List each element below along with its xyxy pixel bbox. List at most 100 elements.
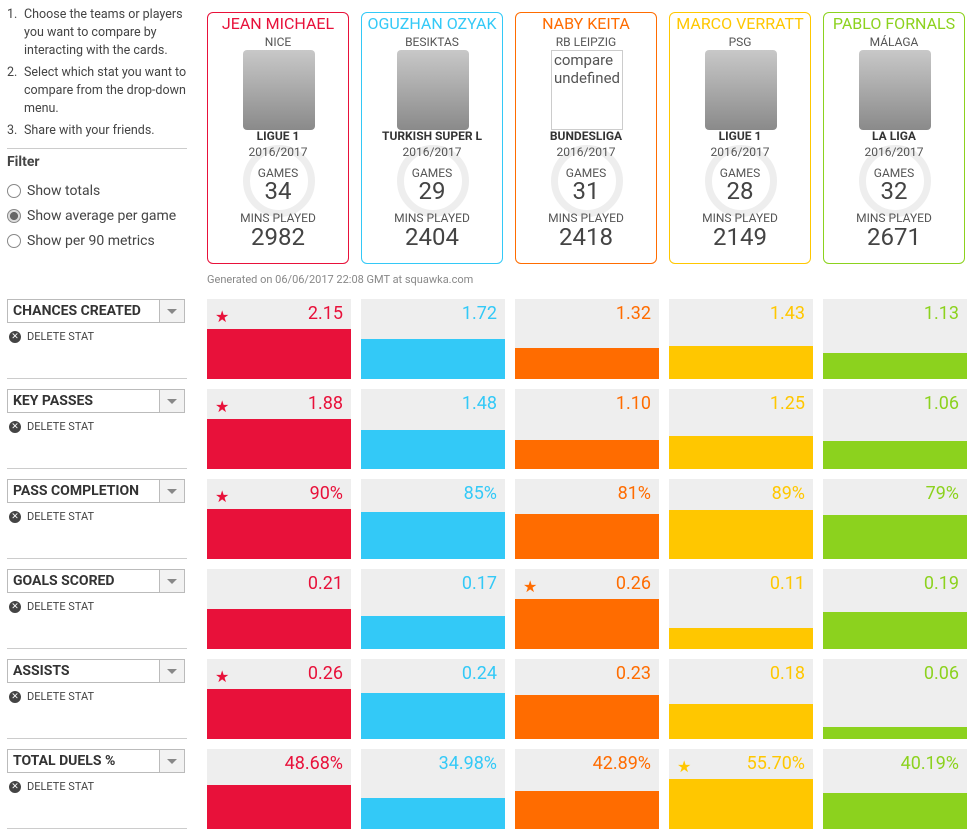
stat-bar [361, 692, 505, 739]
photo-alt-text: compare undefined [554, 51, 620, 87]
player-card[interactable]: OGUZHAN OZYAK BESIKTAS TURKISH SUPER L 2016… [361, 12, 503, 264]
stat-dropdown[interactable]: ASSISTS [7, 659, 185, 683]
player-card[interactable]: PABLO FORNALS MÁLAGA LA LIGA 2016/2017 GAMES… [823, 12, 965, 264]
radio-button[interactable] [7, 209, 21, 223]
generated-note: Generated on 06/06/2017 22:08 GMT at squ… [207, 273, 474, 286]
stat-bar [823, 352, 967, 379]
player-league: BUNDESLIGA [549, 129, 623, 143]
stat-cell: 1.43 [669, 299, 813, 379]
instruction: 1. Choose the teams or players you want t… [7, 6, 197, 60]
player-name: NABY KEITA [542, 14, 630, 33]
stat-value: 1.72 [461, 303, 497, 324]
stat-cell: 85% [361, 479, 505, 559]
leader-star: ★ [523, 577, 538, 596]
games: 29 [418, 177, 446, 205]
delete-label: DELETE STAT [27, 420, 95, 433]
player-name: MARCO VERRATT [676, 14, 804, 33]
stat-name: CHANCES CREATED [13, 303, 141, 319]
stat-bar [207, 785, 351, 829]
stat-value: 1.06 [923, 393, 959, 414]
stat-value: 1.10 [615, 393, 651, 414]
stat-cell: 2.15 ★ [207, 299, 351, 379]
player-card[interactable]: MARCO VERRATT PSG LIGUE 1 2016/2017 GAMES 28 M… [669, 12, 811, 264]
stat-dropdown[interactable]: GOALS SCORED [7, 569, 185, 593]
player-photo [397, 50, 469, 130]
filter-option[interactable]: Show totals [7, 183, 100, 199]
delete-stat[interactable]: ✕ DELETE STAT [9, 780, 94, 793]
mins-label: MINS PLAYED [856, 211, 932, 225]
stat-bar [823, 792, 967, 829]
stat-cell: 0.17 [361, 569, 505, 649]
stat-bar [361, 797, 505, 829]
stat-name: GOALS SCORED [13, 573, 115, 589]
player-name: JEAN MICHAEL [221, 14, 335, 33]
instruction-number: 3. [7, 123, 18, 138]
stat-value: 0.19 [923, 573, 959, 594]
separator [7, 648, 187, 649]
dropdown-arrow[interactable] [159, 480, 184, 502]
leader-star: ★ [215, 667, 230, 686]
mins-label: MINS PLAYED [702, 211, 778, 225]
player-league: LA LIGA [872, 129, 916, 143]
stat-bar [823, 727, 967, 739]
stat-bar [361, 511, 505, 559]
filter-option[interactable]: Show average per game [7, 208, 176, 224]
stat-bar [207, 509, 351, 559]
delete-icon[interactable]: ✕ [9, 600, 21, 613]
stat-bar [515, 599, 659, 649]
delete-stat[interactable]: ✕ DELETE STAT [9, 420, 94, 433]
dropdown-arrow[interactable] [159, 570, 184, 592]
season: 2016/2017 [556, 145, 616, 159]
stat-value: 1.25 [769, 393, 805, 414]
games: 31 [572, 177, 600, 205]
separator [7, 828, 187, 829]
season: 2016/2017 [710, 145, 770, 159]
radio-button[interactable] [7, 234, 21, 248]
player-league: LIGUE 1 [256, 129, 300, 143]
player-card[interactable]: JEAN MICHAEL NICE LIGUE 1 2016/2017 GAMES 34 M… [207, 12, 349, 264]
stat-bar [515, 790, 659, 829]
mins-label: MINS PLAYED [240, 211, 316, 225]
stat-dropdown[interactable]: KEY PASSES [7, 389, 185, 413]
filter-option[interactable]: Show per 90 metrics [7, 233, 155, 249]
stat-cell: 0.11 [669, 569, 813, 649]
separator [7, 148, 187, 149]
dropdown-arrow[interactable] [159, 660, 184, 682]
delete-stat[interactable]: ✕ DELETE STAT [9, 600, 94, 613]
stat-value: 1.13 [923, 303, 959, 324]
stat-dropdown[interactable]: PASS COMPLETION [7, 479, 185, 503]
player-club: NICE [264, 35, 292, 49]
dropdown-arrow[interactable] [159, 750, 184, 772]
player-name: PABLO FORNALS [832, 14, 956, 33]
delete-stat[interactable]: ✕ DELETE STAT [9, 330, 94, 343]
stat-cell: 1.25 [669, 389, 813, 469]
stat-bar [207, 419, 351, 469]
stat-value: 1.88 [307, 393, 343, 414]
delete-stat[interactable]: ✕ DELETE STAT [9, 690, 94, 703]
stat-cell: 90% ★ [207, 479, 351, 559]
stat-dropdown[interactable]: CHANCES CREATED [7, 299, 185, 323]
stat-bar [669, 435, 813, 469]
delete-icon[interactable]: ✕ [9, 510, 21, 523]
stat-bar [823, 515, 967, 559]
delete-icon[interactable]: ✕ [9, 330, 21, 343]
dropdown-arrow[interactable] [159, 300, 184, 322]
player-league: TURKISH SUPER L [382, 129, 482, 143]
radio-button[interactable] [7, 184, 21, 198]
delete-icon[interactable]: ✕ [9, 780, 21, 793]
player-card[interactable]: NABY KEITA RB LEIPZIG compare undefined BUN… [515, 12, 657, 264]
delete-stat[interactable]: ✕ DELETE STAT [9, 510, 94, 523]
delete-icon[interactable]: ✕ [9, 690, 21, 703]
delete-icon[interactable]: ✕ [9, 420, 21, 433]
stat-cell: 0.21 [207, 569, 351, 649]
stat-value: 40.19% [900, 753, 959, 774]
stat-cell: 40.19% [823, 749, 967, 829]
stat-cell: 79% [823, 479, 967, 559]
stat-dropdown[interactable]: TOTAL DUELS % [7, 749, 185, 773]
stat-value: 48.68% [284, 753, 343, 774]
dropdown-arrow[interactable] [159, 390, 184, 412]
leader-star: ★ [215, 397, 230, 416]
mins: 2418 [559, 223, 613, 251]
stat-bar [515, 348, 659, 379]
leader-star: ★ [677, 757, 692, 776]
